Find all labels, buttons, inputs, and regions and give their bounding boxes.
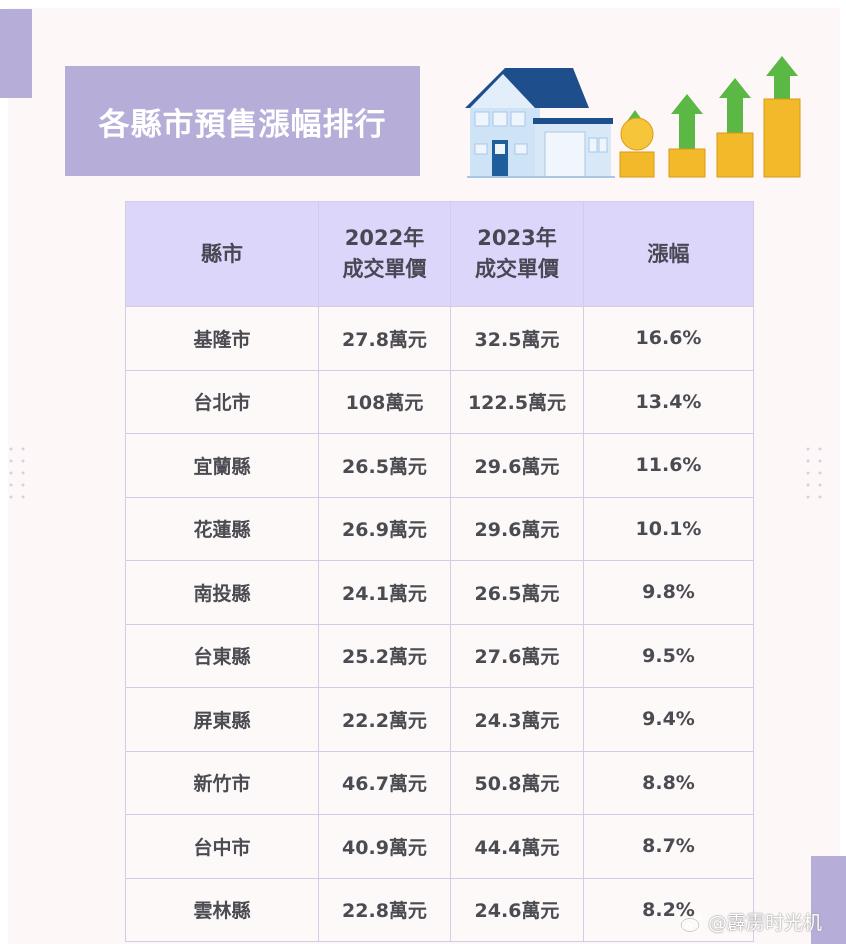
cell-increase: 13.4% [583, 369, 754, 434]
cell-city: 新竹市 [125, 750, 319, 815]
header-price-2022: 2022年 成交單價 [318, 201, 451, 307]
page-title: 各縣市預售漲幅排行 [98, 106, 387, 143]
price-increase-table: 縣市 2022年 成交單價 2023年 成交單價 漲幅 基隆市 27.8萬元 32.… [125, 201, 754, 942]
cell-price-2022: 108萬元 [318, 369, 451, 434]
coin-stack-1-icon [619, 110, 655, 178]
table-row: 南投縣 24.1萬元 26.5萬元 9.8% [125, 560, 754, 625]
table-header-row: 縣市 2022年 成交單價 2023年 成交單價 漲幅 [125, 201, 754, 307]
dot-pattern-left [5, 443, 31, 505]
table-row: 雲林縣 22.8萬元 24.6萬元 8.2% [125, 877, 754, 942]
watermark-text: @霹雳时光机 [708, 912, 823, 934]
cell-price-2023: 29.6萬元 [450, 433, 584, 498]
cell-increase: 8.8% [583, 750, 754, 815]
table-row: 新竹市 46.7萬元 50.8萬元 8.8% [125, 750, 754, 815]
cell-price-2022: 46.7萬元 [318, 750, 451, 815]
cell-increase: 10.1% [583, 496, 754, 561]
cell-price-2022: 26.9萬元 [318, 496, 451, 561]
cell-city: 雲林縣 [125, 877, 319, 942]
cell-increase: 16.6% [583, 306, 754, 371]
house-and-rising-coins-illustration [465, 56, 801, 178]
cell-city: 基隆市 [125, 306, 319, 371]
cell-price-2023: 24.3萬元 [450, 687, 584, 752]
cell-price-2022: 25.2萬元 [318, 623, 451, 688]
header-price-2023: 2023年 成交單價 [450, 201, 584, 307]
cell-increase: 8.7% [583, 814, 754, 879]
table-row: 花蓮縣 26.9萬元 29.6萬元 10.1% [125, 496, 754, 561]
cell-price-2023: 29.6萬元 [450, 496, 584, 561]
coin-stack-2-icon [668, 94, 706, 178]
cell-increase: 9.4% [583, 687, 754, 752]
table-row: 台中市 40.9萬元 44.4萬元 8.7% [125, 814, 754, 879]
title-banner: 各縣市預售漲幅排行 [65, 66, 420, 176]
cell-city: 台東縣 [125, 623, 319, 688]
table-row: 台北市 108萬元 122.5萬元 13.4% [125, 369, 754, 434]
watermark: @霹雳时光机 [680, 908, 822, 935]
coin-stack-4-icon [763, 56, 801, 178]
cell-city: 花蓮縣 [125, 496, 319, 561]
cell-city: 宜蘭縣 [125, 433, 319, 498]
cell-increase: 11.6% [583, 433, 754, 498]
dot-pattern-right [802, 443, 828, 505]
header-city: 縣市 [125, 201, 319, 307]
decor-bar-top-left [0, 9, 32, 98]
cell-city: 南投縣 [125, 560, 319, 625]
weibo-icon [680, 912, 703, 932]
table-row: 屏東縣 22.2萬元 24.3萬元 9.4% [125, 687, 754, 752]
cell-increase: 8.2% [583, 877, 754, 942]
cell-increase: 9.5% [583, 623, 754, 688]
table-row: 基隆市 27.8萬元 32.5萬元 16.6% [125, 306, 754, 371]
cell-price-2022: 24.1萬元 [318, 560, 451, 625]
cell-city: 台中市 [125, 814, 319, 879]
cell-city: 台北市 [125, 369, 319, 434]
cell-price-2023: 26.5萬元 [450, 560, 584, 625]
cell-price-2023: 32.5萬元 [450, 306, 584, 371]
table-row: 宜蘭縣 26.5萬元 29.6萬元 11.6% [125, 433, 754, 498]
cell-price-2023: 50.8萬元 [450, 750, 584, 815]
coin-stack-3-icon [716, 78, 754, 178]
cell-price-2023: 27.6萬元 [450, 623, 584, 688]
cell-price-2023: 122.5萬元 [450, 369, 584, 434]
cell-price-2022: 27.8萬元 [318, 306, 451, 371]
header-increase: 漲幅 [583, 201, 754, 307]
cell-price-2023: 24.6萬元 [450, 877, 584, 942]
house-icon [465, 68, 615, 178]
cell-city: 屏東縣 [125, 687, 319, 752]
decor-bar-bottom-right [811, 856, 846, 944]
cell-increase: 9.8% [583, 560, 754, 625]
table-row: 台東縣 25.2萬元 27.6萬元 9.5% [125, 623, 754, 688]
cell-price-2022: 40.9萬元 [318, 814, 451, 879]
cell-price-2022: 26.5萬元 [318, 433, 451, 498]
cell-price-2023: 44.4萬元 [450, 814, 584, 879]
cell-price-2022: 22.2萬元 [318, 687, 451, 752]
cell-price-2022: 22.8萬元 [318, 877, 451, 942]
